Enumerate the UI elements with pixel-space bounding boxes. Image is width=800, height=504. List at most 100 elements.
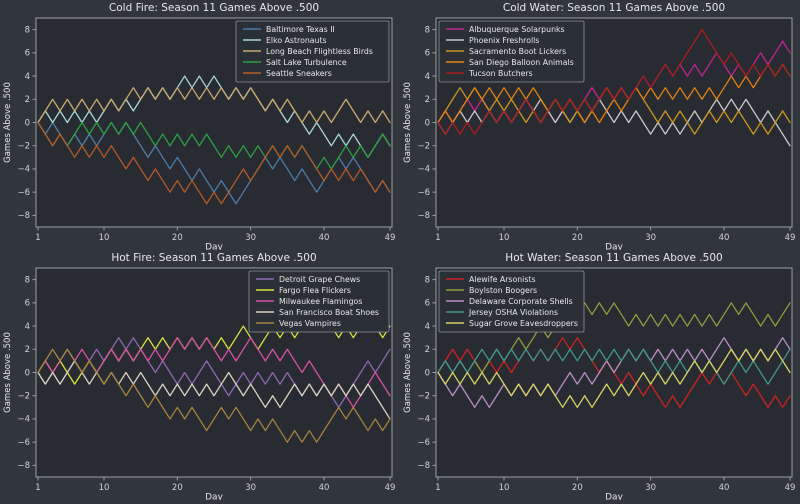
legend-item: Salt Lake Turbulence	[243, 58, 347, 67]
legend-label: Sugar Grove Eavesdroppers	[469, 319, 578, 328]
x-tick-label: 1	[435, 483, 440, 493]
legend-item: Jersey OSHA Violations	[446, 308, 558, 317]
y-tick-label: −6	[17, 438, 30, 448]
chart-cell-cold-fire: Cold Fire: Season 11 Games Above .500 −8 −…	[0, 0, 400, 253]
legend-label: Phoenix Freshrolls	[469, 36, 539, 45]
x-tick-label: 40	[719, 483, 730, 493]
y-tick-label: −4	[17, 415, 30, 425]
y-tick-label: −2	[17, 392, 30, 402]
chart-cell-hot-water: Hot Water: Season 11 Games Above .500 −8 −…	[400, 250, 800, 503]
y-tick-label: 0	[25, 118, 30, 128]
y-tick-label: 0	[25, 368, 30, 378]
legend-item: Vegas Vampires	[256, 319, 341, 328]
legend-label: Salt Lake Turbulence	[266, 58, 347, 67]
legend-item: Albuquerque Solarpunks	[446, 25, 565, 34]
y-tick-label: 0	[425, 368, 430, 378]
legend-box	[438, 20, 585, 83]
legend-item: San Diego Balloon Animals	[446, 58, 574, 67]
legend: Alewife Arsonists Boylston Boogers Delawar…	[438, 270, 585, 333]
y-tick-label: 4	[25, 72, 30, 82]
legend-label: Baltimore Texas II	[266, 25, 335, 34]
y-tick-label: −2	[417, 142, 430, 152]
legend-item: Sugar Grove Eavesdroppers	[446, 319, 578, 328]
legend-label: Albuquerque Solarpunks	[469, 25, 565, 34]
legend-label: Boylston Boogers	[469, 286, 537, 295]
y-tick-label: 8	[25, 25, 30, 35]
x-tick-label: 1	[35, 483, 40, 493]
x-axis-label: Day	[205, 243, 223, 251]
legend-label: Fargo Flea Flickers	[279, 286, 351, 295]
x-tick-label: 49	[385, 233, 396, 243]
y-tick-label: −4	[417, 415, 430, 425]
chart-title: Cold Fire: Season 11 Games Above .500	[109, 2, 319, 14]
x-axis-label: Day	[605, 243, 623, 251]
y-tick-label: 2	[425, 345, 430, 355]
chart-hot-water: Hot Water: Season 11 Games Above .500 −8 −…	[400, 250, 800, 503]
series-line-vegas-vampires	[37, 348, 391, 443]
x-tick-label: 20	[572, 483, 583, 493]
y-tick-label: 4	[25, 322, 30, 332]
x-tick-label: 40	[719, 233, 730, 243]
x-tick-label: 30	[245, 483, 256, 493]
x-tick-label: 10	[99, 233, 110, 243]
legend-item: Milwaukee Flamingos	[256, 297, 362, 306]
legend-item: Boylston Boogers	[446, 286, 537, 295]
y-tick-label: 0	[425, 118, 430, 128]
y-axis-label: Games Above .500	[3, 332, 13, 413]
y-tick-label: 6	[25, 49, 30, 59]
y-tick-label: 6	[25, 299, 30, 309]
legend-label: Alewife Arsonists	[469, 275, 536, 284]
legend-label: Sacramento Boot Lickers	[469, 47, 566, 56]
legend-item: Seattle Sneakers	[243, 69, 332, 78]
series-line-seattle-sneakers	[37, 121, 391, 205]
legend-label: Detroit Grape Chews	[279, 275, 360, 284]
y-tick-label: 2	[25, 95, 30, 105]
x-tick-label: 49	[785, 233, 796, 243]
chart-cold-fire: Cold Fire: Season 11 Games Above .500 −8 −…	[0, 0, 400, 253]
chart-cell-hot-fire: Hot Fire: Season 11 Games Above .500 −8 −6…	[0, 250, 400, 503]
y-tick-label: −8	[17, 211, 30, 221]
x-tick-label: 49	[385, 483, 396, 493]
chart-title: Hot Water: Season 11 Games Above .500	[505, 252, 722, 264]
y-tick-label: −6	[417, 188, 430, 198]
legend: Baltimore Texas II Elko Astronauts Long Be…	[235, 20, 390, 83]
x-tick-label: 1	[435, 233, 440, 243]
legend-item: Phoenix Freshrolls	[446, 36, 539, 45]
y-axis-label: Games Above .500	[403, 82, 413, 163]
legend-item: Sacramento Boot Lickers	[446, 47, 566, 56]
x-tick-label: 20	[172, 483, 183, 493]
series-line-sugar-grove-eavesdroppers	[437, 348, 791, 408]
chart-cell-cold-water: Cold Water: Season 11 Games Above .500 −8…	[400, 0, 800, 253]
legend-item: Fargo Flea Flickers	[256, 286, 351, 295]
legend: Albuquerque Solarpunks Phoenix Freshrolls…	[438, 20, 585, 83]
x-tick-label: 30	[645, 233, 656, 243]
legend-item: Long Beach Flightless Birds	[243, 47, 373, 56]
legend-label: Seattle Sneakers	[266, 69, 332, 78]
x-tick-label: 20	[572, 233, 583, 243]
y-tick-label: 8	[25, 275, 30, 285]
x-tick-label: 40	[319, 233, 330, 243]
x-tick-label: 20	[172, 233, 183, 243]
chart-hot-fire: Hot Fire: Season 11 Games Above .500 −8 −6…	[0, 250, 400, 503]
legend-box	[235, 20, 390, 83]
legend-label: San Francisco Boat Shoes	[279, 308, 379, 317]
legend-item: Delaware Corporate Shells	[446, 297, 573, 306]
y-tick-label: −4	[417, 165, 430, 175]
x-tick-label: 30	[645, 483, 656, 493]
legend-label: Delaware Corporate Shells	[469, 297, 573, 306]
legend-item: San Francisco Boat Shoes	[256, 308, 379, 317]
legend: Detroit Grape Chews Fargo Flea Flickers Mi…	[248, 270, 390, 333]
legend-label: Elko Astronauts	[266, 36, 327, 45]
x-axis-label: Day	[205, 493, 223, 501]
x-tick-label: 40	[319, 483, 330, 493]
series-line-tucson-butchers	[437, 28, 791, 135]
y-tick-label: −6	[17, 188, 30, 198]
series-line-jersey-osha-violations	[437, 348, 791, 385]
y-axis-label: Games Above .500	[3, 82, 13, 163]
x-tick-label: 1	[35, 233, 40, 243]
x-tick-label: 10	[499, 233, 510, 243]
y-tick-label: −6	[417, 438, 430, 448]
y-tick-label: 4	[425, 322, 430, 332]
y-tick-label: −4	[17, 165, 30, 175]
y-tick-label: 2	[25, 345, 30, 355]
